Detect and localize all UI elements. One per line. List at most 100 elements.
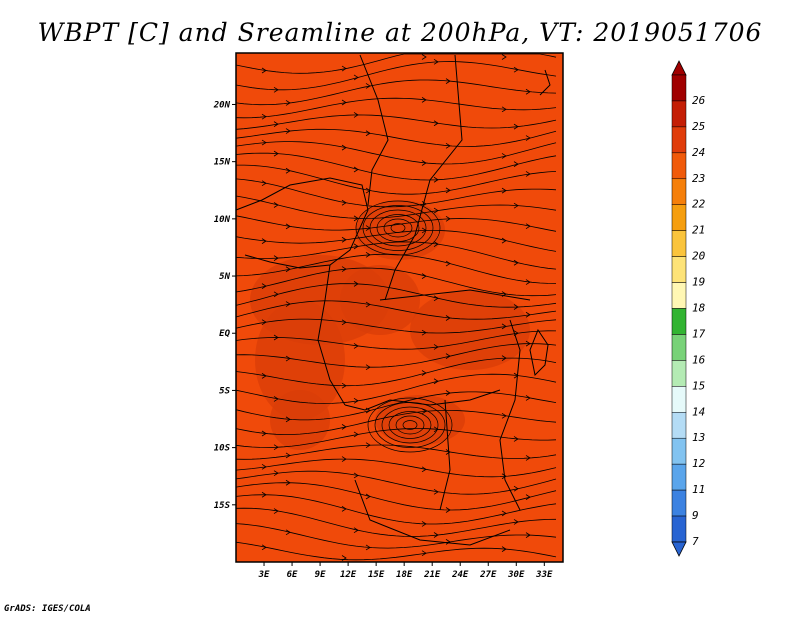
lon-label: 21E — [423, 570, 441, 580]
streamline-arrow — [285, 128, 291, 134]
lon-label: 24E — [451, 570, 469, 580]
streamline-arrow — [501, 106, 507, 113]
streamline-arrow — [421, 54, 427, 60]
streamline-arrow — [273, 202, 279, 208]
streamline-arrow — [285, 100, 291, 106]
warm-patch-2 — [355, 200, 445, 260]
border-line — [344, 389, 501, 411]
colorbar: 26 25 24 23 22 21 20 19 18 17 16 15 14 13 12 11 9 7 — [671, 60, 706, 557]
streamline-arrow — [285, 301, 291, 307]
streamline-arrow — [421, 160, 427, 166]
colorbar-label: 11 — [692, 483, 705, 496]
streamline-arrow — [501, 412, 507, 419]
streamline-arrow — [261, 113, 267, 120]
colorbar-label: 14 — [692, 405, 705, 418]
streamline — [235, 507, 557, 537]
streamline-arrow — [433, 176, 439, 183]
streamline — [235, 267, 557, 297]
colorbar-swatch — [671, 126, 687, 154]
warm-patch-3 — [410, 290, 530, 370]
lon-label: 6E — [287, 570, 298, 580]
colorbar-label: 24 — [692, 146, 705, 159]
streamline-arrow — [525, 494, 531, 500]
streamline-arrow — [261, 238, 267, 244]
streamline — [235, 330, 557, 350]
streamline-arrow — [513, 304, 519, 310]
streamline-arrow — [445, 449, 451, 455]
streamline-arrow — [421, 97, 427, 103]
lat-label: 15S — [214, 501, 231, 511]
streamline — [235, 53, 557, 74]
streamline-arrow — [261, 463, 267, 470]
streamline — [235, 178, 557, 208]
streamline-arrow — [445, 78, 451, 84]
border-line — [235, 177, 369, 269]
streamline — [235, 494, 557, 525]
colorbar-swatch — [671, 386, 687, 413]
lat-label: 20N — [213, 100, 231, 110]
streamline-arrow — [341, 382, 347, 389]
streamline — [235, 152, 557, 181]
lat-label: 5S — [219, 386, 230, 396]
colorbar-label: 13 — [692, 431, 705, 444]
streamline-arrow — [341, 144, 347, 151]
colorbar-swatch — [671, 412, 687, 439]
lon-label: 12E — [340, 570, 357, 580]
streamline-arrow — [433, 344, 439, 350]
streamline-arrow — [261, 491, 267, 498]
streamline-arrow — [341, 424, 347, 430]
streamline-arrow — [445, 260, 451, 267]
streamline-arrow — [273, 150, 279, 157]
streamline — [235, 458, 557, 478]
streamline-arrow — [513, 259, 519, 266]
streamline-arrow — [513, 372, 519, 379]
streamline-arrow — [501, 510, 507, 517]
streamline-arrow — [353, 472, 359, 479]
streamline-arrow — [341, 99, 347, 106]
colorbar-swatch — [671, 100, 687, 128]
streamline-arrow — [445, 390, 451, 396]
streamline-arrow — [501, 187, 507, 194]
streamline-arrow — [353, 343, 359, 349]
streamline-arrow — [285, 266, 291, 273]
latitude-axis: 20N 15N 10N 5N EQ 5S 10S 15S — [213, 100, 236, 511]
streamline-arrow — [433, 426, 439, 433]
streamline-arrow — [433, 241, 439, 247]
colorbar-label: 9 — [692, 509, 699, 522]
streamline-arrow — [365, 442, 371, 449]
colorbar-swatch — [671, 489, 687, 517]
vortex-line — [383, 218, 413, 238]
streamline-arrow — [353, 527, 359, 534]
border-line — [499, 319, 521, 511]
streamline-arrow — [273, 334, 279, 341]
coastlines — [235, 54, 551, 546]
colorbar-label: 19 — [692, 276, 705, 289]
streamline-arrow — [365, 493, 371, 500]
streamline-arrow — [273, 470, 279, 476]
streamline-arrow — [261, 430, 267, 437]
streamline-arrow — [513, 161, 519, 167]
streamline-arrow — [525, 223, 531, 230]
streamline-arrow — [341, 65, 347, 72]
streamline-arrow — [445, 353, 451, 359]
streamline-arrow — [421, 329, 427, 336]
colorbar-label: 25 — [692, 120, 705, 133]
streamline-arrow — [285, 223, 291, 230]
streamline — [235, 241, 557, 270]
vortex-line — [376, 214, 420, 242]
colorbar-swatch — [671, 282, 687, 309]
streamline-arrow — [445, 315, 451, 321]
vortex-line — [362, 205, 434, 251]
streamline-arrow — [421, 521, 427, 527]
streamline-arrow — [261, 283, 267, 289]
streamline-arrow — [353, 243, 359, 250]
streamline-arrow — [501, 54, 507, 60]
colorbar-swatch — [671, 360, 687, 387]
vortex-line — [381, 406, 439, 444]
streamline-arrow — [525, 88, 531, 95]
vortex-line — [390, 223, 406, 233]
colorbar-bottom-arrow — [671, 541, 687, 557]
streamline-arrow — [525, 395, 531, 401]
streamline-arrow — [525, 311, 531, 318]
streamline-arrow — [501, 153, 507, 159]
